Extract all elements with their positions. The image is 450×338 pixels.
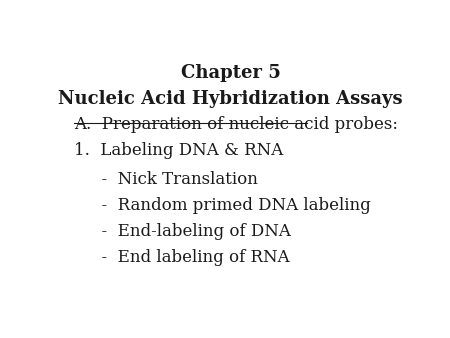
Text: Nucleic Acid Hybridization Assays: Nucleic Acid Hybridization Assays bbox=[58, 90, 403, 108]
Text: Chapter 5: Chapter 5 bbox=[181, 64, 280, 82]
Text: A.  Preparation of nucleic acid probes:: A. Preparation of nucleic acid probes: bbox=[74, 116, 398, 133]
Text: -  Nick Translation: - Nick Translation bbox=[91, 171, 258, 188]
Text: -  End-labeling of DNA: - End-labeling of DNA bbox=[91, 223, 291, 240]
Text: 1.  Labeling DNA & RNA: 1. Labeling DNA & RNA bbox=[74, 142, 283, 159]
Text: -  Random primed DNA labeling: - Random primed DNA labeling bbox=[91, 197, 371, 214]
Text: -  End labeling of RNA: - End labeling of RNA bbox=[91, 249, 290, 266]
